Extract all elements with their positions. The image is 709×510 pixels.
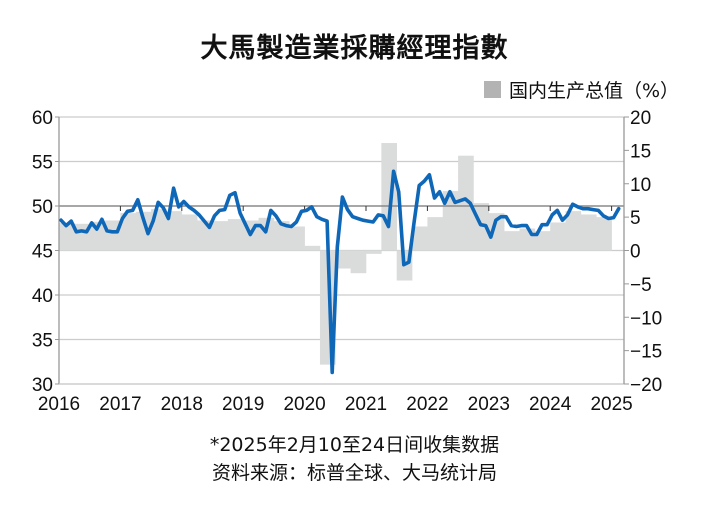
right-axis-tick-label: 5 — [630, 208, 641, 229]
gdp-bar — [212, 221, 229, 251]
left-axis-tick-label: 50 — [32, 197, 53, 218]
x-axis-year-label: 2018 — [161, 394, 203, 415]
left-axis-tick-label: 60 — [32, 108, 53, 129]
right-axis-tick-label: 20 — [630, 108, 651, 129]
legend: 国内生产总值（%） — [483, 76, 679, 103]
x-axis-year-label: 2017 — [99, 394, 141, 415]
pmi-line — [59, 169, 621, 375]
gdp-bar — [120, 213, 137, 251]
gdp-bar — [289, 226, 305, 251]
x-axis-year-label: 2025 — [590, 394, 632, 415]
gdp-bar — [596, 217, 612, 251]
gdp-bar — [135, 211, 152, 251]
gdp-bar — [166, 211, 183, 251]
chart-title: 大馬製造業採購經理指數 — [200, 33, 509, 64]
x-axis-year-label: 2024 — [529, 394, 572, 415]
left-axis-tick-label: 30 — [32, 375, 53, 396]
gdp-bar — [412, 226, 428, 251]
gdp-bar — [488, 213, 505, 251]
gdp-bar — [105, 220, 121, 251]
right-axis-tick-label: 0 — [630, 242, 641, 263]
source-note: 资料来源：标普全球、大马统计局 — [211, 462, 497, 484]
x-axis-year-label: 2019 — [222, 394, 264, 415]
x-axis-year-label: 2022 — [406, 394, 448, 415]
gdp-bar — [565, 211, 582, 251]
gdp-bar — [550, 222, 566, 251]
gdp-bar — [304, 245, 321, 251]
left-axis-tick-label: 40 — [32, 286, 53, 307]
gdp-bar — [534, 231, 551, 251]
gdp-bar — [504, 231, 520, 251]
gdp-bar — [519, 228, 536, 251]
gdp-bar — [59, 223, 75, 251]
right-axis-tick-label: −10 — [630, 308, 662, 329]
gdp-bar — [273, 221, 290, 251]
x-axis-year-label: 2020 — [283, 394, 325, 415]
right-axis-tick-label: 10 — [630, 175, 651, 196]
legend-label-gdp: 国内生产总值（%） — [508, 80, 679, 102]
right-axis-tick-label: −20 — [630, 375, 662, 396]
legend-swatch-gdp — [483, 81, 501, 98]
gdp-bar — [458, 155, 474, 251]
gdp-bar — [350, 250, 367, 274]
right-axis-tick-label: 15 — [630, 141, 651, 162]
left-axis-tick-label: 55 — [32, 153, 53, 174]
gdp-bar — [366, 250, 382, 254]
left-axis-tick-label: 45 — [32, 242, 53, 263]
right-axis-tick-label: −5 — [630, 275, 652, 296]
gdp-bar — [181, 214, 198, 251]
gdp-bar — [427, 217, 444, 251]
gdp-bar — [227, 219, 244, 251]
x-axis-year-label: 2023 — [468, 394, 510, 415]
gdp-bar — [381, 143, 397, 251]
right-axis-tick-label: −15 — [630, 342, 662, 363]
gdp-bar — [580, 214, 597, 251]
x-axis-year-label: 2021 — [345, 394, 387, 415]
left-axis-tick-label: 35 — [32, 331, 53, 352]
footnote: *2025年2月10至24日间收集数据 — [209, 434, 500, 456]
axes — [55, 116, 629, 385]
x-axis-year-label: 2016 — [38, 394, 80, 415]
gdp-bar — [335, 250, 351, 269]
gdp-bar — [89, 221, 106, 251]
